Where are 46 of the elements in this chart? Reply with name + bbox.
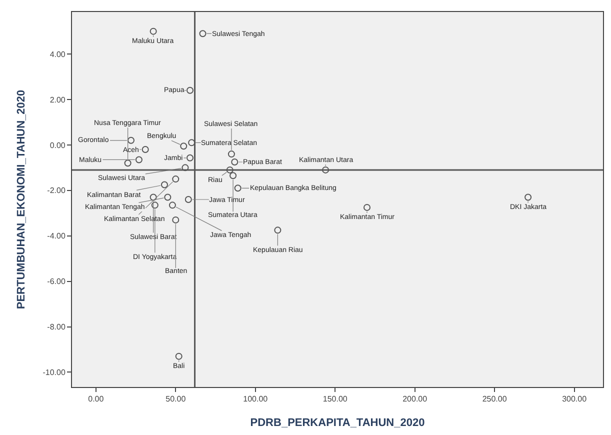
point: [274, 226, 282, 234]
point: [231, 158, 238, 166]
point: [168, 202, 176, 209]
point: [172, 176, 180, 183]
y-axis-title: PERTUMBUHAN_EKONOMI_TAHUN_2020: [15, 90, 28, 310]
point: [322, 166, 330, 174]
point: [182, 164, 189, 172]
point: [172, 216, 180, 224]
x-tick-label: 50.00: [166, 394, 186, 404]
x-tick-label: 150.00: [322, 394, 348, 404]
point: [186, 86, 194, 94]
x-tick-label: 300.00: [562, 394, 588, 404]
x-tick-label: 100.00: [243, 394, 268, 404]
point: [150, 194, 157, 201]
point: [234, 184, 242, 192]
point: [184, 196, 192, 203]
x-axis-title: PDRB_PERKAPITA_TAHUN_2020: [250, 416, 425, 429]
y-tick-label: -6.00: [47, 277, 66, 286]
point: [524, 194, 532, 201]
y-tick-label: 4.00: [50, 50, 66, 59]
point: [142, 146, 149, 153]
x-tick-label: 0.00: [88, 394, 104, 404]
point: [180, 142, 188, 150]
y-tick-label: 2.00: [50, 95, 66, 104]
y-tick-label: -8.00: [47, 322, 66, 332]
y-tick-label: -2.00: [47, 186, 66, 196]
point: [151, 202, 158, 209]
point: [175, 352, 182, 360]
point: [128, 136, 134, 144]
point: [135, 156, 142, 164]
point: [164, 194, 172, 201]
point: [124, 160, 132, 167]
point: [230, 172, 237, 180]
point: [160, 181, 168, 188]
y-tick-label: 0.00: [50, 140, 66, 150]
point: [150, 28, 157, 35]
point: [364, 204, 370, 211]
x-tick-label: 250.00: [482, 394, 508, 404]
point: [228, 150, 235, 158]
point: [226, 166, 234, 174]
y-tick-label: -4.00: [47, 232, 66, 241]
point: [188, 139, 196, 146]
x-tick-label: 200.00: [402, 394, 428, 404]
point: [186, 154, 194, 162]
y-tick-label: -10.00: [42, 368, 66, 378]
point: [199, 30, 206, 38]
